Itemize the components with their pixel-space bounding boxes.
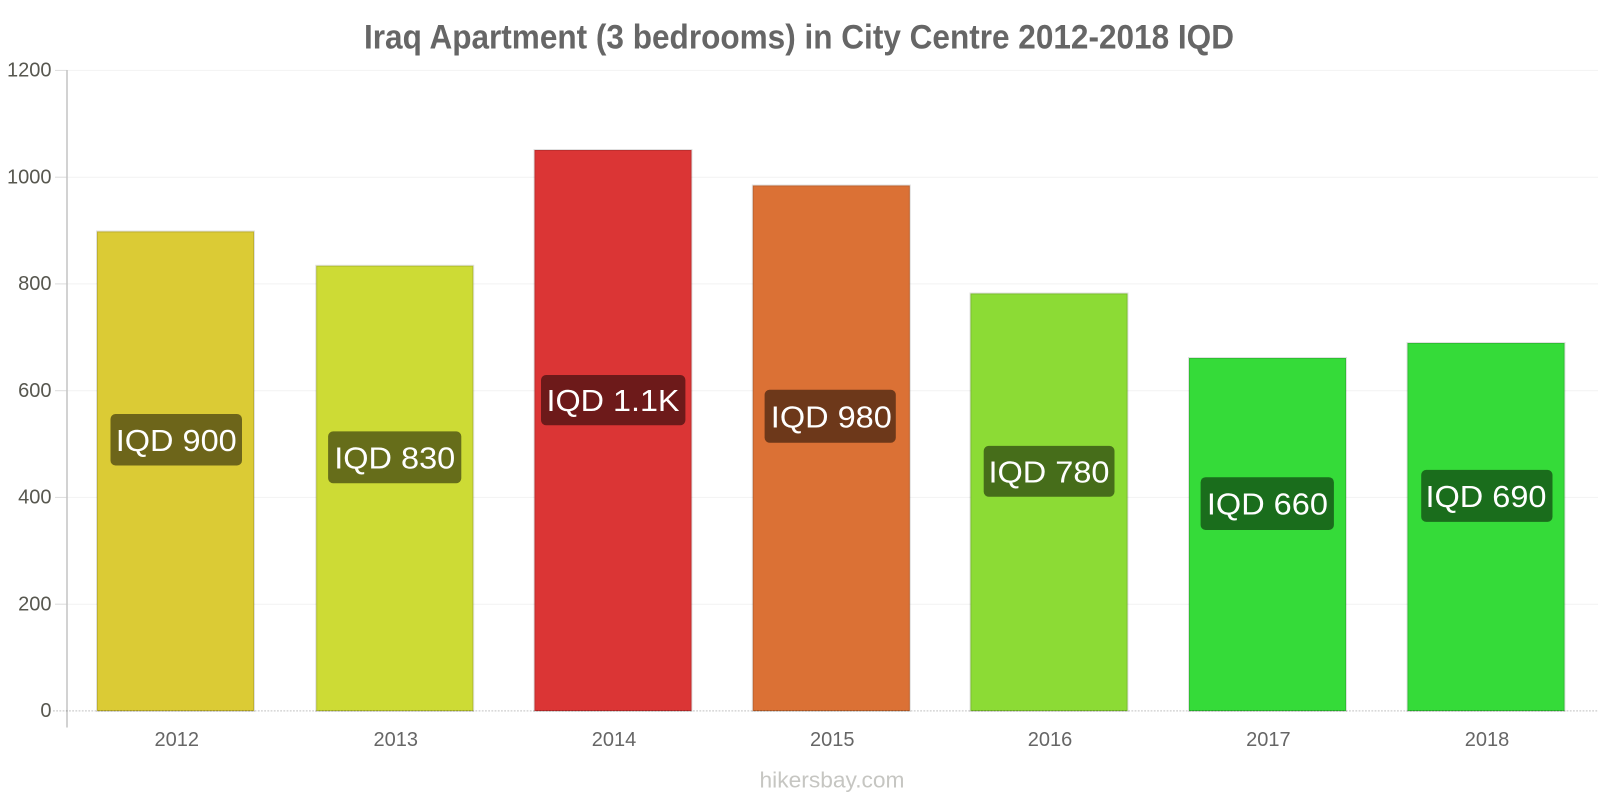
svg-text:2013: 2013 [374, 729, 419, 751]
svg-text:IQD 900: IQD 900 [116, 423, 237, 458]
svg-text:1000: 1000 [7, 166, 52, 188]
svg-text:Iraq Apartment (3 bedrooms) in: Iraq Apartment (3 bedrooms) in City Cent… [364, 19, 1234, 57]
svg-text:IQD 690: IQD 690 [1426, 479, 1547, 514]
svg-text:200: 200 [18, 593, 51, 615]
svg-text:IQD 980: IQD 980 [771, 399, 892, 434]
svg-text:IQD 780: IQD 780 [989, 454, 1110, 489]
svg-text:600: 600 [18, 380, 51, 402]
svg-text:IQD 830: IQD 830 [334, 440, 455, 475]
svg-text:800: 800 [18, 273, 51, 295]
svg-text:2017: 2017 [1246, 729, 1291, 751]
svg-text:400: 400 [18, 487, 51, 509]
svg-text:IQD 1.1K: IQD 1.1K [547, 383, 680, 418]
svg-text:1200: 1200 [7, 60, 52, 82]
svg-text:2015: 2015 [810, 729, 855, 751]
svg-text:IQD 660: IQD 660 [1207, 487, 1328, 522]
svg-text:0: 0 [40, 700, 51, 722]
svg-text:2016: 2016 [1028, 729, 1073, 751]
svg-text:hikersbay.com: hikersbay.com [760, 768, 905, 793]
svg-text:2012: 2012 [155, 729, 200, 751]
svg-text:2014: 2014 [592, 729, 637, 751]
svg-text:2018: 2018 [1465, 729, 1510, 751]
